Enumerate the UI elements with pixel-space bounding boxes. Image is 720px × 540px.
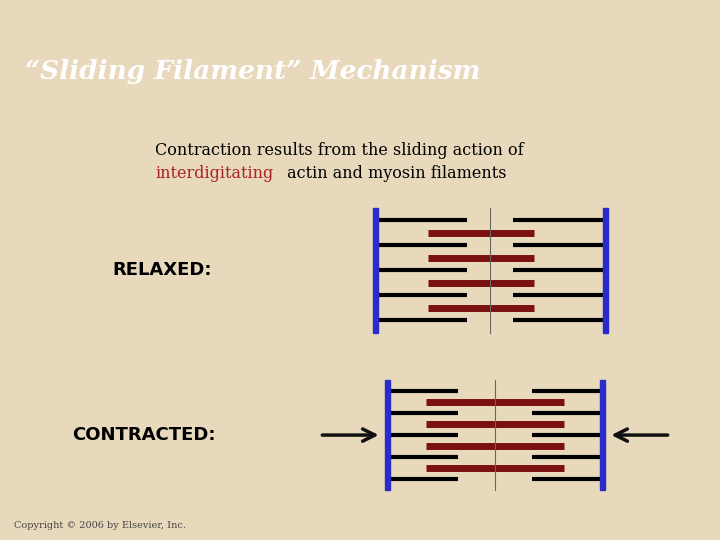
Text: interdigitating: interdigitating xyxy=(155,165,274,182)
Text: RELAXED:: RELAXED: xyxy=(112,261,212,279)
Bar xyxy=(385,380,390,490)
Text: Contraction results from the sliding action of: Contraction results from the sliding act… xyxy=(155,142,523,159)
Text: actin and myosin filaments: actin and myosin filaments xyxy=(282,165,506,182)
Bar xyxy=(603,208,608,333)
Bar xyxy=(372,208,377,333)
Bar xyxy=(600,380,605,490)
Text: CONTRACTED:: CONTRACTED: xyxy=(72,426,215,444)
Text: “Sliding Filament” Mechanism: “Sliding Filament” Mechanism xyxy=(25,59,481,84)
Text: Copyright © 2006 by Elsevier, Inc.: Copyright © 2006 by Elsevier, Inc. xyxy=(14,521,186,530)
